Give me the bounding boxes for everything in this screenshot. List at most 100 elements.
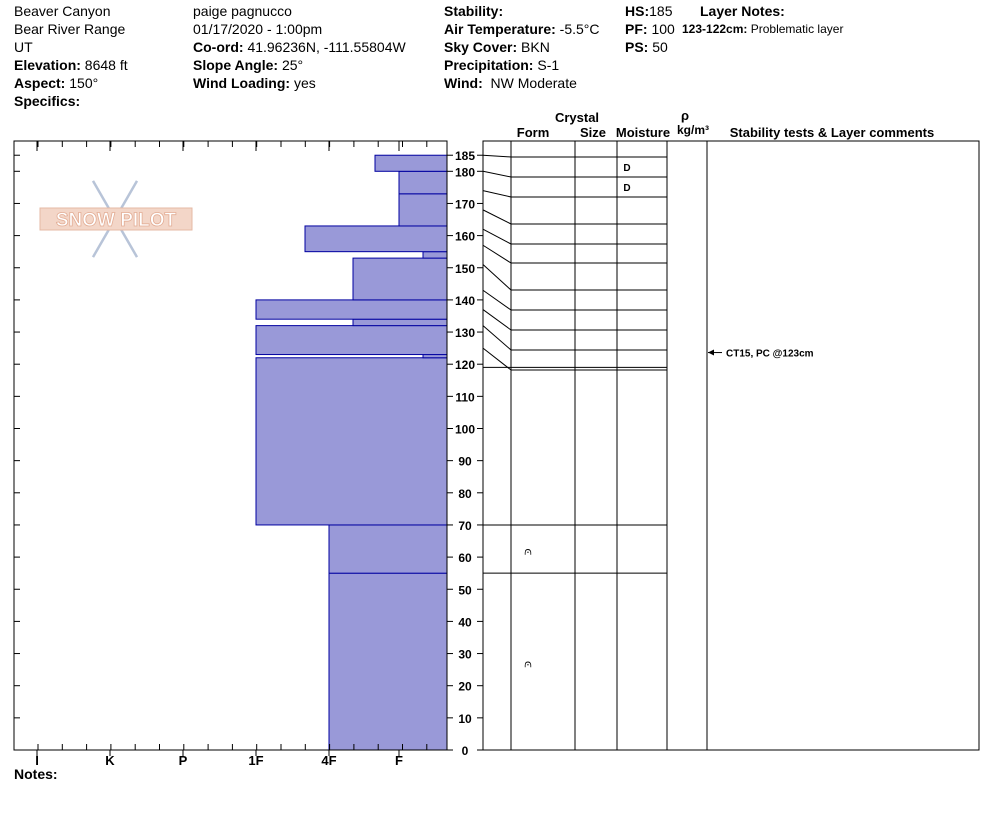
- pit-block: HS:185 PF: 100 PS: 50: [625, 2, 675, 56]
- y-tick-label: 120: [455, 358, 475, 372]
- y-tick-label: 40: [458, 615, 472, 629]
- y-tick-label: 30: [458, 648, 472, 662]
- y-tick-label: 80: [458, 487, 472, 501]
- layer-connector: [482, 264, 512, 291]
- stability-test-label: CT15, PC @123cm: [726, 349, 814, 360]
- hardness-bar: [352, 257, 448, 301]
- layer-connector: [482, 209, 512, 225]
- hardness-bar: [255, 357, 448, 526]
- x-tick-label: K: [105, 753, 115, 768]
- hardness-bar: [328, 524, 448, 574]
- precip-row: Precipitation: S-1: [444, 57, 560, 73]
- wind-row: Wind: NW Moderate: [444, 75, 577, 91]
- layer-connector: [482, 154, 512, 158]
- y-tick-label: 150: [455, 262, 475, 276]
- layer-connector: [482, 347, 512, 371]
- logo-banner: [39, 207, 193, 231]
- layer-connector: [482, 228, 512, 245]
- slope-row: Slope Angle: 25°: [193, 57, 304, 73]
- grain-form-symbol: ⩀: [524, 546, 532, 558]
- y-tick-label: 50: [458, 583, 472, 597]
- size-heading: Size: [580, 125, 606, 140]
- observer-block: paige pagnucco 01/17/2020 - 1:00pm Co-or…: [193, 2, 406, 92]
- aspect-row: Aspect: 150°: [14, 75, 99, 91]
- notes-label: Notes:: [14, 766, 58, 782]
- y-tick-label: 0: [462, 744, 469, 758]
- layer-connector: [482, 325, 512, 351]
- hardness-bar: [255, 299, 448, 320]
- elevation-row: Elevation: 8648 ft: [14, 57, 128, 73]
- wind-loading-row: Wind Loading: yes: [193, 75, 316, 91]
- hardness-bar: [374, 154, 448, 172]
- y-tick-label: 20: [458, 680, 472, 694]
- hardness-bar: [422, 251, 448, 259]
- pf-row: PF: 100: [625, 21, 675, 37]
- density-unit-heading: kg/m³: [677, 123, 709, 137]
- grain-form-symbol: ⩀: [524, 658, 532, 670]
- layer-table-frame: [482, 140, 980, 751]
- y-tick-label: 170: [455, 197, 475, 211]
- sky-row: Sky Cover: BKN: [444, 39, 550, 55]
- layer-lines: [482, 154, 667, 574]
- x-tick-label: 1F: [248, 753, 263, 768]
- hardness-bar: [352, 318, 448, 327]
- y-tick-label: 100: [455, 423, 475, 437]
- ps-row: PS: 50: [625, 39, 668, 55]
- range-name: Bear River Range: [14, 21, 126, 37]
- y-tick-label: 185: [455, 149, 475, 163]
- layer-connector: [482, 289, 512, 311]
- x-tick-label: F: [395, 753, 403, 768]
- x-tick-label: 4F: [321, 753, 336, 768]
- y-tick-label: 10: [458, 712, 472, 726]
- snowpilot-logo: SNOW PILOT: [39, 180, 193, 258]
- hardness-bar: [328, 572, 448, 751]
- hardness-bar: [255, 325, 448, 356]
- hs-row: HS:185: [625, 3, 673, 19]
- y-tick-label: 130: [455, 326, 475, 340]
- moisture-label: D: [623, 183, 630, 194]
- moisture-label: D: [623, 163, 630, 174]
- layer-table-columns: [510, 141, 708, 750]
- state-name: UT: [14, 39, 33, 55]
- layer-note: 123-122cm: Problematic layer: [682, 22, 844, 36]
- coord-row: Co-ord: 41.96236N, -111.55804W: [193, 39, 406, 55]
- weather-block: Stability: Air Temperature: -5.5°C Sky C…: [444, 2, 600, 92]
- layer-connector: [482, 244, 512, 264]
- y-tick-label: 180: [455, 165, 475, 179]
- location-block: Beaver Canyon Bear River Range UT Elevat…: [14, 2, 128, 110]
- datetime: 01/17/2020 - 1:00pm: [193, 21, 323, 37]
- hardness-axis: I K P 1F 4F F: [35, 141, 428, 768]
- location-name: Beaver Canyon: [14, 3, 111, 19]
- depth-axis: 0 10 20 30 40 50 60 70 80 90 100 110 120 130 140 150 160…: [14, 149, 483, 758]
- crystal-heading: Crystal: [555, 110, 599, 125]
- layer-connector: [482, 170, 512, 178]
- layer-notes-block: Layer Notes: 123-122cm: Problematic laye…: [682, 2, 843, 38]
- form-heading: Form: [517, 125, 550, 140]
- y-tick-label: 70: [458, 519, 472, 533]
- y-tick-label: 160: [455, 230, 475, 244]
- specifics-row: Specifics:: [14, 93, 81, 109]
- hardness-bars: [255, 154, 448, 751]
- air-temp-row: Air Temperature: -5.5°C: [444, 21, 600, 37]
- stability-pointer-arrow: [708, 349, 714, 356]
- x-tick-label: P: [179, 753, 188, 768]
- layer-marks: DD ⩀ ⩀ CT15, PC @123cm: [524, 163, 814, 670]
- y-tick-label: 60: [458, 551, 472, 565]
- hardness-plot-frame: [13, 140, 448, 751]
- x-tick-label: I: [35, 753, 39, 768]
- hardness-bar: [398, 193, 448, 227]
- layer-connector: [482, 190, 512, 198]
- layer-notes-title: Layer Notes:: [700, 3, 785, 19]
- layer-connector: [482, 309, 512, 331]
- observer-name: paige pagnucco: [193, 3, 292, 19]
- stability-heading: Stability tests & Layer comments: [730, 125, 934, 140]
- hardness-bar: [398, 170, 448, 195]
- hardness-bar: [304, 225, 448, 253]
- y-tick-label: 140: [455, 294, 475, 308]
- moisture-heading: Moisture: [616, 125, 670, 140]
- y-tick-label: 110: [455, 390, 475, 404]
- logo-text: SNOW PILOT: [56, 210, 177, 231]
- rho-heading: ρ: [681, 108, 689, 123]
- y-tick-label: 90: [458, 455, 472, 469]
